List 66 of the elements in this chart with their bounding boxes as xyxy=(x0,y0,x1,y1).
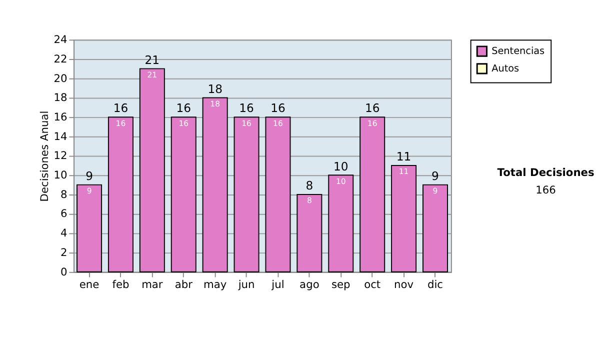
total-label: 11 xyxy=(396,150,412,164)
y-tick-label: 4 xyxy=(60,226,68,240)
total-label: 21 xyxy=(144,52,160,67)
bar xyxy=(234,116,260,272)
data-label: 16 xyxy=(367,118,378,128)
bar xyxy=(76,184,102,272)
bar xyxy=(170,116,196,272)
data-label: 8 xyxy=(306,196,312,206)
y-tick-label: 2 xyxy=(60,246,68,259)
total-label: 10 xyxy=(333,159,348,174)
x-tick-label: dic xyxy=(427,278,444,291)
x-tick-label: abr xyxy=(174,278,194,291)
bar xyxy=(328,174,354,272)
bar xyxy=(360,116,386,272)
x-tick-label: jul xyxy=(270,278,284,291)
total-label: 18 xyxy=(208,82,222,96)
x-tick-label: feb xyxy=(112,278,130,291)
x-tick-label: mar xyxy=(142,278,164,291)
data-label: 10 xyxy=(336,176,346,186)
y-tick-label: 24 xyxy=(54,33,68,46)
data-label: 18 xyxy=(210,99,220,108)
y-tick-label: 12 xyxy=(54,149,68,162)
bar xyxy=(391,164,417,272)
data-label: 16 xyxy=(116,118,126,128)
x-tick-label: jun xyxy=(237,278,255,291)
data-label: 16 xyxy=(273,118,283,128)
data-label: 16 xyxy=(178,118,189,128)
data-label: 9 xyxy=(86,186,92,196)
y-tick-label: 20 xyxy=(54,72,68,85)
total-label: 8 xyxy=(306,178,314,193)
data-label: 16 xyxy=(242,118,252,128)
x-tick-label: ene xyxy=(79,278,100,291)
total-label: 9 xyxy=(86,168,93,183)
text: Total Decisiones xyxy=(497,166,594,180)
total-label: 16 xyxy=(239,101,254,116)
bar xyxy=(202,97,228,272)
y-tick-label: 8 xyxy=(60,188,68,201)
data-label: 9 xyxy=(432,186,438,196)
bar xyxy=(265,116,291,272)
data-label: 11 xyxy=(398,167,409,176)
bar xyxy=(108,116,134,272)
total-label: 16 xyxy=(270,101,286,116)
y-tick-label: 14 xyxy=(54,130,68,143)
y-tick-label: 18 xyxy=(54,91,68,104)
total-label: 16 xyxy=(364,101,380,116)
bar xyxy=(296,194,322,272)
bar xyxy=(422,184,448,272)
total-label: 16 xyxy=(176,101,192,116)
x-tick-label: oct xyxy=(364,278,381,291)
y-tick-label: 22 xyxy=(54,52,68,66)
data-label: 21 xyxy=(147,70,158,80)
x-tick-label: ago xyxy=(300,278,320,291)
y-tick-label: 10 xyxy=(54,168,68,182)
x-tick-label: may xyxy=(204,278,227,291)
bar xyxy=(139,68,165,272)
y-axis-title: Decisiones Anual xyxy=(38,110,51,202)
y-tick-label: 16 xyxy=(54,110,68,124)
text: 166 xyxy=(536,184,556,197)
x-tick-label: nov xyxy=(394,278,414,291)
total-label: 16 xyxy=(113,101,128,116)
legend-label: Autos xyxy=(492,64,520,75)
legend-label: Sentencias xyxy=(492,46,545,58)
y-tick-label: 6 xyxy=(60,207,68,220)
x-tick-label: sep xyxy=(331,278,351,291)
y-tick-label: 0 xyxy=(60,265,68,278)
total-label: 9 xyxy=(432,168,439,183)
